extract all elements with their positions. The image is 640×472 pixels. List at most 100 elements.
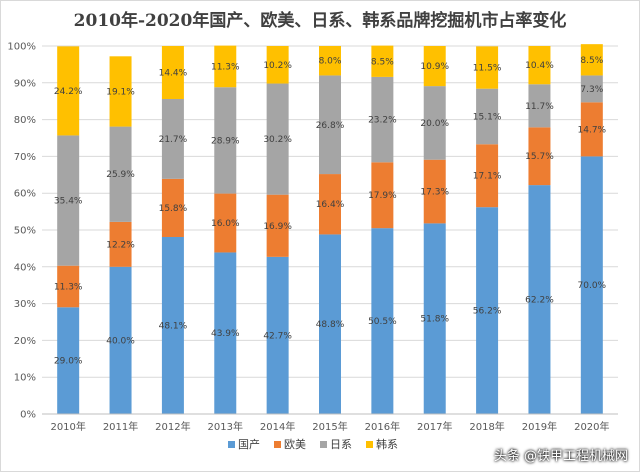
legend-label: 国产 xyxy=(238,437,260,451)
bar-欧美-2015年 xyxy=(319,174,341,235)
x-tick-label: 2015年 xyxy=(312,420,347,433)
data-label: 19.1% xyxy=(106,87,135,97)
data-label: 8.0% xyxy=(319,57,342,67)
bar-国产-2016年 xyxy=(371,228,394,414)
bar-日系-2018年 xyxy=(476,88,499,145)
data-label: 24.2% xyxy=(54,87,83,97)
data-label: 30.2% xyxy=(263,135,292,145)
x-tick-label: 2019年 xyxy=(522,420,557,433)
bar-国产-2014年 xyxy=(266,256,289,414)
data-label: 51.8% xyxy=(420,315,449,325)
bar-国产-2011年 xyxy=(109,266,132,414)
data-label: 48.1% xyxy=(159,321,188,331)
data-label: 15.7% xyxy=(525,152,554,162)
bar-国产-2012年 xyxy=(161,236,184,414)
bar-欧美-2011年 xyxy=(109,221,132,267)
data-label: 21.7% xyxy=(159,135,188,145)
data-label: 62.2% xyxy=(525,296,554,306)
bar-欧美-2016年 xyxy=(371,162,394,229)
y-tick-label: 70% xyxy=(14,152,36,163)
legend-swatch-国产 xyxy=(228,441,235,448)
y-tick-label: 30% xyxy=(14,299,36,310)
bar-国产-2020年 xyxy=(580,156,603,414)
bar-日系-2010年 xyxy=(57,135,80,266)
x-tick-label: 2018年 xyxy=(469,420,504,433)
bar-国产-2019年 xyxy=(528,185,551,414)
watermark: 头条 @铁甲工程机械网 xyxy=(493,449,628,464)
x-tick-label: 2014年 xyxy=(260,420,295,433)
bar-欧美-2020年 xyxy=(580,102,603,157)
data-label: 43.9% xyxy=(211,329,240,339)
data-label: 35.4% xyxy=(54,197,83,207)
bar-韩系-2019年 xyxy=(528,46,551,85)
data-label: 17.3% xyxy=(420,188,449,198)
bar-国产-2017年 xyxy=(423,223,446,414)
y-tick-label: 10% xyxy=(14,373,36,384)
data-label: 48.8% xyxy=(316,320,345,330)
bar-韩系-2018年 xyxy=(476,46,499,89)
bar-国产-2018年 xyxy=(476,207,499,414)
data-label: 14.4% xyxy=(159,68,188,78)
bar-国产-2010年 xyxy=(57,307,80,414)
bar-日系-2011年 xyxy=(109,126,132,222)
data-label: 17.1% xyxy=(473,172,502,182)
data-label: 50.5% xyxy=(368,317,397,327)
data-label: 16.9% xyxy=(263,222,292,232)
bar-日系-2017年 xyxy=(423,86,446,160)
x-tick-label: 2013年 xyxy=(208,420,243,433)
legend-label: 日系 xyxy=(330,438,352,451)
bar-韩系-2014年 xyxy=(266,46,289,84)
bar-日系-2013年 xyxy=(214,87,237,194)
data-label: 11.3% xyxy=(54,282,83,292)
data-label: 70.0% xyxy=(578,281,607,291)
data-label: 20.0% xyxy=(420,119,449,129)
data-label: 15.1% xyxy=(473,112,502,122)
data-label: 15.8% xyxy=(159,204,188,214)
bar-日系-2019年 xyxy=(528,84,551,128)
bar-日系-2015年 xyxy=(319,75,341,175)
bar-欧美-2013年 xyxy=(214,193,237,253)
data-label: 10.4% xyxy=(525,61,554,71)
data-label: 8.5% xyxy=(371,57,394,67)
legend-swatch-日系 xyxy=(320,441,327,448)
y-tick-label: 50% xyxy=(14,226,36,237)
data-label: 7.3% xyxy=(580,85,603,95)
y-tick-label: 90% xyxy=(14,78,36,89)
bar-欧美-2010年 xyxy=(57,265,80,308)
data-label: 14.7% xyxy=(578,125,607,135)
data-label: 8.5% xyxy=(580,56,603,66)
bar-日系-2014年 xyxy=(266,83,289,195)
y-tick-label: 80% xyxy=(14,115,36,126)
chart-title: 2010年-2020年国产、欧美、日系、韩系品牌挖掘机市占率变化 xyxy=(73,11,567,31)
bar-日系-2016年 xyxy=(371,76,394,163)
bar-欧美-2019年 xyxy=(528,127,551,186)
y-tick-label: 0% xyxy=(20,410,36,421)
data-label: 10.9% xyxy=(420,62,449,72)
bar-欧美-2018年 xyxy=(476,144,499,208)
data-label: 29.0% xyxy=(54,357,83,367)
x-tick-label: 2012年 xyxy=(155,420,190,433)
bar-韩系-2013年 xyxy=(214,45,237,88)
data-label: 10.2% xyxy=(263,61,292,71)
data-label: 12.2% xyxy=(106,240,135,250)
x-tick-label: 2010年 xyxy=(50,420,85,433)
bar-欧美-2014年 xyxy=(266,194,289,257)
legend-label: 韩系 xyxy=(376,437,398,451)
data-label: 56.2% xyxy=(473,307,502,317)
data-label: 17.9% xyxy=(368,191,397,201)
y-tick-label: 20% xyxy=(14,336,36,347)
bar-欧美-2012年 xyxy=(161,178,184,237)
bar-韩系-2016年 xyxy=(371,45,394,77)
data-label: 42.7% xyxy=(263,331,292,341)
bar-欧美-2017年 xyxy=(423,159,446,224)
bar-韩系-2012年 xyxy=(161,46,184,99)
data-label: 25.9% xyxy=(106,170,135,180)
legend-label: 欧美 xyxy=(284,438,306,451)
data-label: 16.0% xyxy=(211,219,240,229)
data-label: 26.8% xyxy=(316,121,345,131)
legend-swatch-欧美 xyxy=(274,441,281,448)
bar-日系-2012年 xyxy=(161,98,184,179)
x-tick-label: 2017年 xyxy=(417,420,452,433)
bar-国产-2015年 xyxy=(319,234,341,414)
bar-韩系-2017年 xyxy=(423,46,446,87)
